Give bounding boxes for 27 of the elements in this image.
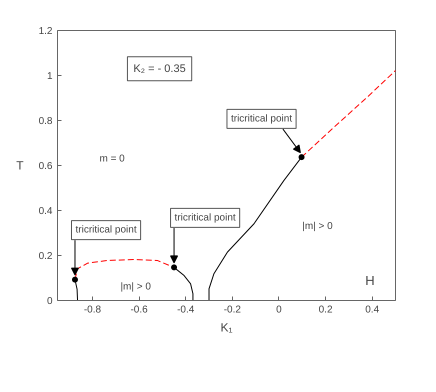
- annotation: K₂ = - 0.35: [133, 62, 186, 75]
- x-tick-label: -0.8: [84, 304, 102, 316]
- x-tick-label: 0: [276, 304, 282, 316]
- x-tick-label: -0.4: [177, 304, 195, 316]
- x-tick-label: -0.6: [130, 304, 148, 316]
- y-tick-label: 0: [46, 296, 53, 307]
- annotation: H: [365, 272, 375, 288]
- x-axis-title: K₁: [220, 320, 233, 334]
- annotation: |m| > 0: [120, 282, 152, 292]
- y-tick-label: 0.2: [38, 251, 53, 262]
- y-tick-label: 0.8: [38, 116, 53, 127]
- x-tick-label: 0.4: [365, 304, 380, 316]
- annotation: |m| > 0: [302, 220, 334, 232]
- annotation: tricritical point: [75, 224, 137, 236]
- annotation: tricritical point: [174, 212, 236, 224]
- point: [171, 264, 178, 270]
- annotation: m = 0: [99, 153, 126, 164]
- point: [298, 154, 305, 160]
- x-tick-label: -0.2: [224, 304, 242, 316]
- y-tick-label: 0.4: [38, 206, 53, 217]
- y-tick-label: 0.6: [38, 161, 53, 172]
- y-tick-label: 1.2: [38, 26, 53, 37]
- annotation: tricritical point: [230, 113, 292, 124]
- x-tick-label: 0.2: [318, 304, 333, 316]
- y-axis-title: T: [16, 158, 24, 172]
- y-tick-label: 1: [46, 71, 53, 82]
- point: [72, 276, 78, 283]
